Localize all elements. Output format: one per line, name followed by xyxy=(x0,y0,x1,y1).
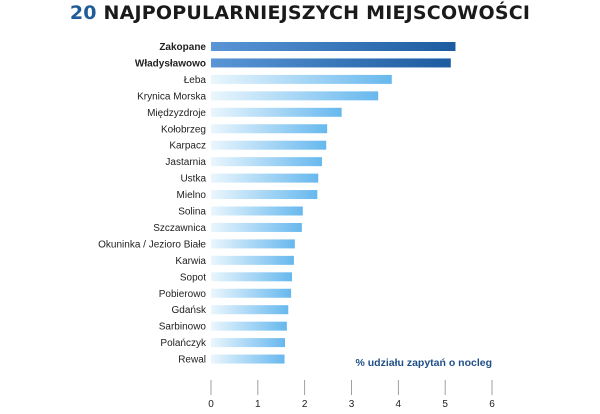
category-label-11: Solina xyxy=(178,207,206,218)
bar-8 xyxy=(211,157,322,167)
category-label-8: Jastarnia xyxy=(165,157,206,168)
category-label-10: Mielno xyxy=(177,190,207,201)
bar-17 xyxy=(211,305,289,315)
x-tick-label-1: 1 xyxy=(255,399,261,410)
bar-14 xyxy=(211,255,294,265)
bars-group xyxy=(211,42,456,364)
x-axis: 0 1 2 3 4 5 6 xyxy=(208,380,495,410)
chart-title: 20 NAJPOPULARNIEJSZYCH MIEJSCOWOŚCI xyxy=(0,2,600,24)
category-label-2: Władysławowo xyxy=(135,58,206,69)
category-label-18: Sarbinowo xyxy=(159,322,207,333)
category-label-9: Ustka xyxy=(180,174,206,185)
category-label-3: Łeba xyxy=(184,75,207,86)
x-tick-label-0: 0 xyxy=(208,399,214,410)
bar-20 xyxy=(211,354,285,364)
title-number: 20 xyxy=(69,2,97,24)
category-label-13: Okuninka / Jezioro Białe xyxy=(98,239,206,250)
category-label-5: Międzyzdroje xyxy=(147,108,206,119)
category-label-17: Gdańsk xyxy=(172,305,207,316)
category-label-6: Kołobrzeg xyxy=(161,124,206,135)
x-tick-label-5: 5 xyxy=(442,399,448,410)
chart-annotation: % udziału zapytań o nocleg xyxy=(355,357,492,369)
bar-12 xyxy=(211,222,302,232)
bar-16 xyxy=(211,288,292,298)
category-label-19: Polańczyk xyxy=(160,338,207,349)
bar-19 xyxy=(211,338,285,348)
category-label-14: Karwia xyxy=(175,256,206,267)
bar-11 xyxy=(211,206,303,216)
bar-1 xyxy=(211,42,456,51)
bar-10 xyxy=(211,190,318,200)
category-label-20: Rewal xyxy=(178,355,206,366)
title-text: NAJPOPULARNIEJSZYCH MIEJSCOWOŚCI xyxy=(103,2,531,24)
bar-9 xyxy=(211,173,319,183)
x-tick-label-6: 6 xyxy=(489,399,495,410)
bar-7 xyxy=(211,140,327,150)
category-label-1: Zakopane xyxy=(159,42,206,53)
category-label-12: Szczawnica xyxy=(153,223,206,234)
bar-6 xyxy=(211,124,328,134)
bar-13 xyxy=(211,239,295,249)
category-label-4: Krynica Morska xyxy=(137,91,206,102)
bar-3 xyxy=(211,74,392,84)
bar-18 xyxy=(211,321,287,331)
bar-4 xyxy=(211,91,379,101)
category-label-7: Karpacz xyxy=(169,141,206,152)
category-labels: Zakopane Władysławowo Łeba Krynica Morska Mi… xyxy=(98,42,207,366)
category-label-16: Pobierowo xyxy=(159,289,207,300)
x-tick-label-4: 4 xyxy=(396,399,402,410)
x-tick-label-2: 2 xyxy=(302,399,308,410)
category-label-15: Sopot xyxy=(180,272,206,283)
bar-15 xyxy=(211,272,293,282)
bar-5 xyxy=(211,107,342,117)
bar-2 xyxy=(211,58,451,68)
x-tick-label-3: 3 xyxy=(349,399,355,410)
